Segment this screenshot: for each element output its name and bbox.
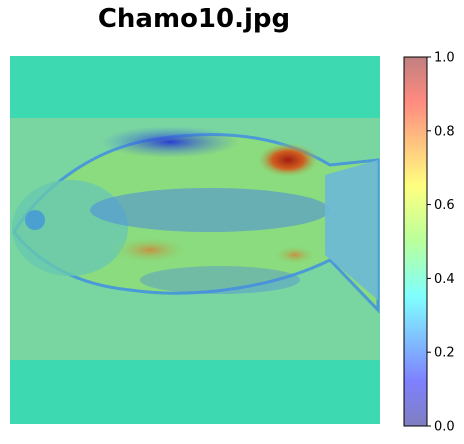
colorbar-tick-label: 0.0 — [434, 420, 455, 435]
colorbar-tick-label: 1.0 — [434, 51, 455, 66]
chart-title: Chamo10.jpg — [97, 4, 291, 34]
fish-tail — [325, 160, 378, 300]
colorbar: 0.0 0.2 0.4 0.6 0.8 1.0 — [403, 51, 455, 435]
colorbar-tick-label: 0.2 — [434, 346, 455, 361]
colorbar-ticks: 0.0 0.2 0.4 0.6 0.8 1.0 — [427, 51, 455, 435]
colorbar-tick-label: 0.8 — [434, 124, 455, 139]
belly-cool — [140, 266, 300, 294]
hotspot-dorsal — [256, 142, 320, 178]
hotspot-mid — [110, 236, 190, 264]
blue-band — [90, 188, 330, 232]
heatmap-image — [10, 56, 380, 424]
hotspot-rear — [273, 245, 317, 265]
colorbar-tick-label: 0.4 — [434, 272, 455, 287]
dorsal-cool — [100, 126, 240, 158]
fish-eye — [25, 210, 45, 230]
colorbar-gradient — [403, 56, 428, 427]
colorbar-tick-label: 0.6 — [434, 198, 455, 213]
